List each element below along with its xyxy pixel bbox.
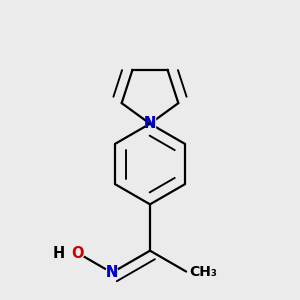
Text: N: N <box>143 114 157 133</box>
Text: H: H <box>52 245 64 260</box>
Text: N: N <box>106 265 118 280</box>
Text: N: N <box>144 116 156 131</box>
Circle shape <box>106 266 118 279</box>
Text: O: O <box>71 245 84 260</box>
Text: N: N <box>106 265 118 280</box>
Text: N: N <box>144 116 156 131</box>
Text: CH₃: CH₃ <box>190 265 218 279</box>
Circle shape <box>71 247 84 259</box>
